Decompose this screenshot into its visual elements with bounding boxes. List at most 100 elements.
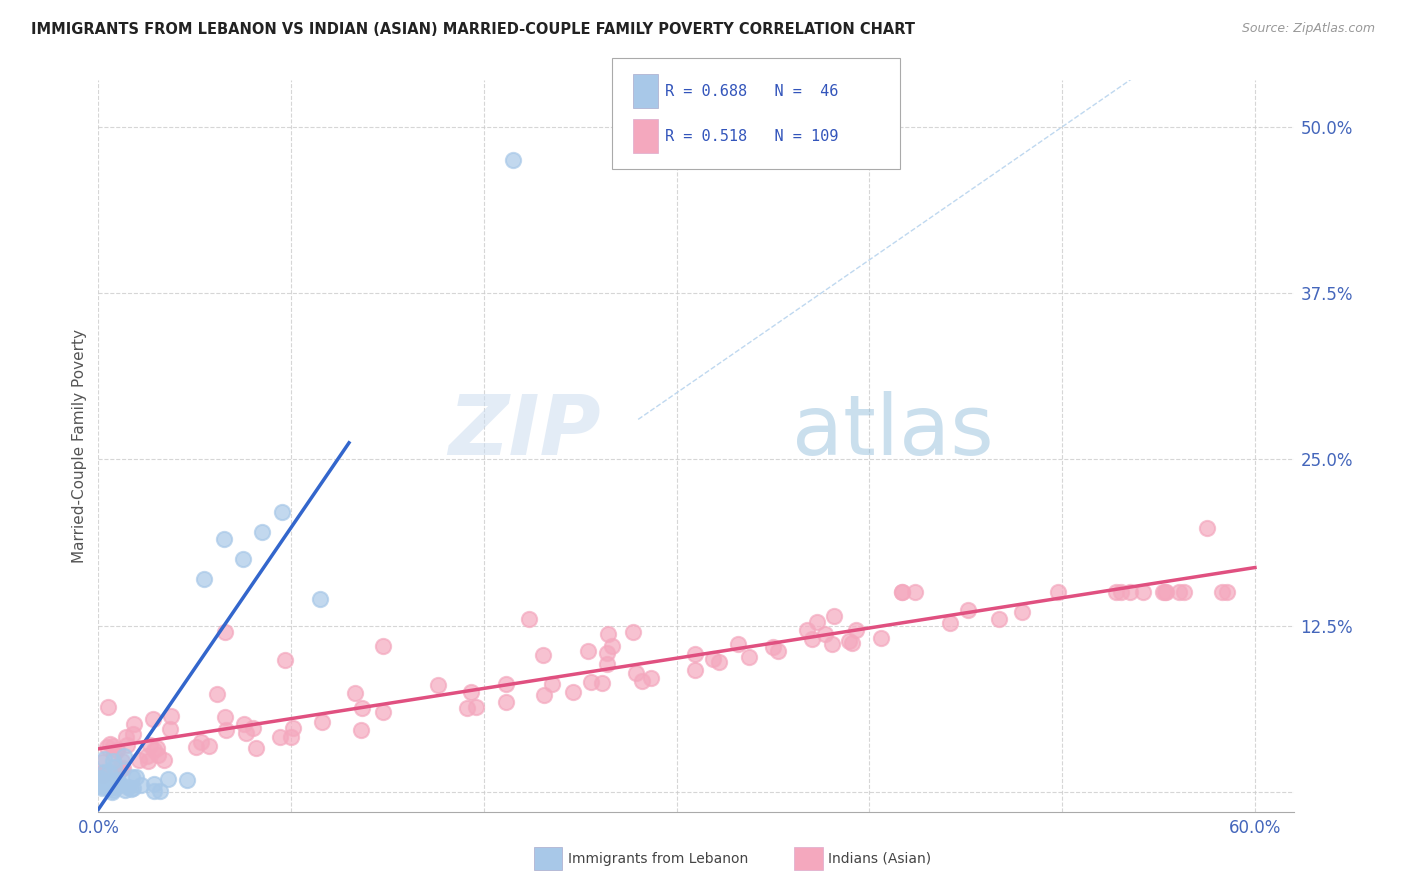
Point bbox=[117, 780, 139, 794]
Point bbox=[125, 771, 148, 785]
Point bbox=[149, 783, 172, 797]
Point bbox=[1215, 585, 1237, 599]
Point bbox=[1011, 605, 1033, 619]
Point bbox=[184, 739, 207, 754]
Point bbox=[89, 775, 111, 789]
Point bbox=[103, 747, 125, 762]
Point bbox=[101, 754, 124, 768]
Point bbox=[596, 626, 619, 640]
Point bbox=[98, 765, 121, 780]
Point bbox=[89, 779, 111, 793]
Point bbox=[576, 644, 599, 658]
Point bbox=[152, 753, 174, 767]
Point bbox=[104, 763, 127, 777]
Point bbox=[371, 706, 394, 720]
Point bbox=[344, 686, 367, 700]
Point bbox=[624, 666, 647, 681]
Point bbox=[101, 785, 124, 799]
Point bbox=[533, 688, 555, 702]
Point bbox=[98, 737, 121, 751]
Point bbox=[136, 754, 159, 768]
Point bbox=[104, 775, 127, 789]
Point bbox=[562, 685, 585, 699]
Point bbox=[103, 778, 125, 792]
Point bbox=[101, 739, 124, 753]
Point bbox=[1154, 585, 1177, 599]
Point bbox=[683, 648, 706, 662]
Point bbox=[891, 585, 914, 599]
Point bbox=[1109, 585, 1132, 599]
Point bbox=[456, 701, 478, 715]
Point bbox=[806, 615, 828, 629]
Point bbox=[460, 685, 482, 699]
Point bbox=[495, 695, 517, 709]
Point bbox=[142, 712, 165, 726]
Point bbox=[541, 677, 564, 691]
Point bbox=[205, 687, 228, 701]
Point bbox=[1105, 585, 1128, 599]
Point bbox=[96, 778, 118, 792]
Point bbox=[93, 752, 115, 766]
Point bbox=[135, 749, 157, 764]
Point bbox=[1118, 585, 1140, 599]
Point bbox=[1152, 585, 1174, 599]
Point bbox=[176, 773, 198, 788]
Y-axis label: Married-Couple Family Poverty: Married-Couple Family Poverty bbox=[72, 329, 87, 563]
Point bbox=[215, 723, 238, 738]
Point bbox=[281, 721, 304, 735]
Point bbox=[105, 780, 128, 794]
Point bbox=[139, 739, 162, 753]
Point bbox=[108, 777, 131, 791]
Text: Source: ZipAtlas.com: Source: ZipAtlas.com bbox=[1241, 22, 1375, 36]
Point bbox=[115, 738, 138, 752]
Point bbox=[235, 726, 257, 740]
Point bbox=[89, 771, 111, 785]
Point bbox=[124, 717, 146, 731]
Point bbox=[1132, 585, 1154, 599]
Point bbox=[103, 783, 125, 797]
Point bbox=[160, 708, 183, 723]
Point bbox=[120, 781, 142, 796]
Point bbox=[596, 646, 619, 660]
Point bbox=[159, 723, 181, 737]
Point bbox=[762, 640, 785, 654]
Point bbox=[129, 778, 152, 792]
Point bbox=[531, 648, 554, 662]
Point bbox=[768, 644, 790, 658]
Point bbox=[143, 777, 166, 791]
Point bbox=[621, 625, 644, 640]
Point bbox=[796, 624, 818, 638]
Point bbox=[121, 770, 143, 784]
Point bbox=[96, 740, 118, 755]
Point bbox=[685, 663, 707, 677]
Point bbox=[738, 649, 761, 664]
Point bbox=[105, 743, 128, 757]
Point bbox=[823, 609, 845, 624]
Point bbox=[1211, 585, 1233, 599]
Text: R = 0.518   N = 109: R = 0.518 N = 109 bbox=[665, 128, 838, 144]
Point bbox=[114, 782, 136, 797]
Point bbox=[98, 779, 121, 793]
Point bbox=[122, 781, 145, 796]
Point bbox=[110, 762, 132, 776]
Point bbox=[91, 768, 114, 782]
Point bbox=[197, 739, 219, 753]
Point bbox=[1156, 585, 1178, 599]
Point bbox=[232, 552, 254, 566]
Point bbox=[707, 655, 730, 669]
Text: Immigrants from Lebanon: Immigrants from Lebanon bbox=[568, 852, 748, 866]
Point bbox=[100, 778, 122, 792]
Point bbox=[214, 710, 236, 724]
Point bbox=[904, 585, 927, 599]
Point bbox=[91, 765, 114, 780]
Point bbox=[579, 675, 602, 690]
Point bbox=[145, 741, 167, 756]
Point bbox=[595, 657, 617, 672]
Point bbox=[495, 677, 517, 691]
Point bbox=[112, 761, 135, 775]
Point bbox=[87, 772, 110, 786]
Point bbox=[252, 525, 274, 540]
Point bbox=[115, 730, 138, 744]
Text: IMMIGRANTS FROM LEBANON VS INDIAN (ASIAN) MARRIED-COUPLE FAMILY POVERTY CORRELAT: IMMIGRANTS FROM LEBANON VS INDIAN (ASIAN… bbox=[31, 22, 915, 37]
Text: Indians (Asian): Indians (Asian) bbox=[828, 852, 931, 866]
